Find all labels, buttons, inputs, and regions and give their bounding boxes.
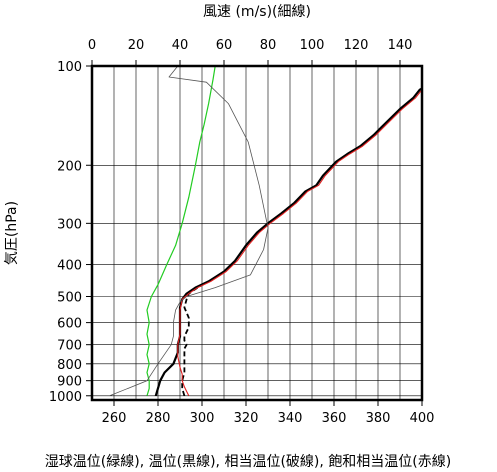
x-top-tick-label: 140 [388, 38, 413, 53]
plot-frame [90, 64, 424, 402]
x-bottom-tick-label: 280 [146, 411, 171, 426]
y-tick-label: 200 [57, 159, 82, 174]
x-top-tick-label: 120 [344, 38, 369, 53]
x-top-tick-label: 20 [128, 38, 145, 53]
x-top-tick-label: 100 [300, 38, 325, 53]
y-tick-label: 100 [57, 60, 82, 75]
series-group [109, 65, 423, 397]
bottom-axis-title: 湿球温位(緑線), 温位(黒線), 相当温位(破線), 飽和相当温位(赤線) [45, 453, 451, 470]
y-tick-label: 700 [57, 339, 82, 354]
y-tick-label: 900 [57, 375, 82, 390]
x-top-tick-label: 80 [260, 38, 277, 53]
x-top-tick-label: 60 [216, 38, 233, 53]
left-axis-title: 気圧(hPa) [4, 201, 20, 265]
x-bottom-tick-label: 260 [102, 411, 127, 426]
x-bottom-tick-label: 340 [278, 411, 303, 426]
y-tick-label: 400 [57, 259, 82, 274]
x-top-tick-label: 40 [172, 38, 189, 53]
x-top-tick-label: 0 [88, 38, 96, 53]
series-theta-es-line [177, 89, 423, 397]
series-wind-line [109, 65, 269, 397]
x-bottom-tick-label: 380 [366, 411, 391, 426]
grid [92, 65, 422, 400]
y-tick-label: 600 [57, 317, 82, 332]
series-theta-line [154, 87, 423, 397]
x-bottom-tick-label: 320 [234, 411, 259, 426]
x-bottom-tick-label: 360 [322, 411, 347, 426]
y-tick-label: 800 [57, 358, 82, 373]
x-bottom-tick-label: 300 [190, 411, 215, 426]
y-tick-label: 300 [57, 217, 82, 232]
top-axis-title: 風速 (m/s)(細線) [203, 4, 311, 20]
y-tick-label: 500 [57, 290, 82, 305]
ticks: 260 280 300 320 340 360 380 400 0 20 40 60 80 100 120 1… [49, 38, 435, 426]
series-theta-e-line [181, 280, 210, 397]
y-tick-label: 1000 [49, 390, 82, 405]
series-wet-bulb-line [146, 65, 216, 396]
x-bottom-tick-label: 400 [410, 411, 435, 426]
